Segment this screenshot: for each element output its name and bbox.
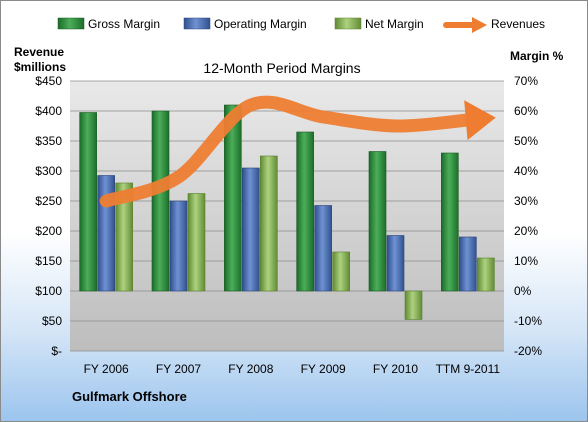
- legend: Gross Margin Operating Margin Net Margin…: [57, 17, 545, 33]
- gross-margin-bar: [441, 152, 459, 292]
- y-left-label-line2: $millions: [14, 60, 66, 74]
- revenue-line-group: [99, 95, 496, 208]
- left-tick-label: $350: [35, 134, 62, 148]
- right-axis-ticks: -20% -10% 0% 10% 20% 30% 40% 50% 60% 70%: [514, 74, 542, 358]
- gross-margin-bar: [151, 110, 170, 292]
- left-axis-ticks: $- $50 $100 $150 $200 $250 $300 $350 $400 $450: [35, 74, 62, 358]
- operating-margin-bar: [242, 167, 260, 292]
- left-tick-label: $250: [35, 194, 62, 208]
- left-tick-label: $100: [35, 284, 62, 298]
- category-label: TTM 9-2011: [436, 362, 501, 376]
- legend-arrow-head-revenues: [472, 17, 487, 33]
- category-labels: FY 2006 FY 2007 FY 2008 FY 2009 FY 2010 TTM 9…: [84, 362, 501, 376]
- legend-item-revenues: Revenues: [443, 17, 545, 33]
- category-label: FY 2006: [84, 362, 129, 376]
- net-margin-bar: [477, 257, 495, 292]
- legend-label-operating-margin: Operating Margin: [214, 17, 307, 31]
- legend-swatch-gross-margin: [57, 17, 85, 30]
- chart-title: 12-Month Period Margins: [203, 60, 360, 76]
- net-margin-bar: [115, 182, 133, 292]
- legend-item-operating-margin: Operating Margin: [183, 17, 307, 31]
- y-right-label: Margin %: [510, 49, 564, 63]
- right-tick-label: 0%: [514, 284, 532, 298]
- company-name: Gulfmark Offshore: [72, 389, 187, 404]
- category-label: FY 2008: [228, 362, 273, 376]
- net-margin-bar: [260, 155, 278, 292]
- left-tick-label: $200: [35, 224, 62, 238]
- gridlines: [70, 80, 504, 352]
- legend-label-revenues: Revenues: [491, 17, 545, 31]
- gross-margin-bar: [296, 131, 314, 292]
- gross-margin-bar: [224, 104, 242, 292]
- legend-item-net-margin: Net Margin: [334, 17, 424, 31]
- category-label: FY 2007: [156, 362, 201, 376]
- net-margin-bar: [332, 251, 350, 292]
- gross-margin-bar: [368, 151, 387, 292]
- operating-margin-bar: [169, 200, 188, 292]
- legend-label-net-margin: Net Margin: [365, 17, 424, 31]
- left-tick-label: $300: [35, 164, 62, 178]
- revenue-arrowhead: [464, 100, 496, 141]
- category-label: FY 2009: [301, 362, 346, 376]
- right-tick-label: -10%: [514, 314, 542, 328]
- right-tick-label: 30%: [514, 194, 538, 208]
- category-label: FY 2010: [373, 362, 418, 376]
- y-left-label-line1: Revenue: [14, 45, 64, 59]
- operating-margin-bar: [314, 205, 332, 292]
- revenue-line: [99, 95, 475, 208]
- left-tick-label: $-: [51, 344, 62, 358]
- gross-margin-bar: [79, 112, 97, 292]
- legend-swatch-net-margin: [334, 17, 362, 30]
- operating-margin-bar: [459, 236, 477, 292]
- net-margin-bar: [187, 193, 206, 292]
- legend-label-gross-margin: Gross Margin: [88, 17, 160, 31]
- right-tick-label: -20%: [514, 344, 542, 358]
- right-tick-label: 60%: [514, 104, 538, 118]
- right-tick-label: 70%: [514, 74, 538, 88]
- left-tick-label: $400: [35, 104, 62, 118]
- left-tick-label: $150: [35, 254, 62, 268]
- left-tick-label: $450: [35, 74, 62, 88]
- right-tick-label: 20%: [514, 224, 538, 238]
- operating-margin-bar: [386, 235, 405, 292]
- right-tick-label: 40%: [514, 164, 538, 178]
- left-tick-label: $50: [42, 314, 62, 328]
- legend-swatch-operating-margin: [183, 17, 211, 30]
- right-tick-label: 10%: [514, 254, 538, 268]
- right-tick-label: 50%: [514, 134, 538, 148]
- net-margin-bar: [404, 290, 423, 320]
- legend-item-gross-margin: Gross Margin: [57, 17, 160, 31]
